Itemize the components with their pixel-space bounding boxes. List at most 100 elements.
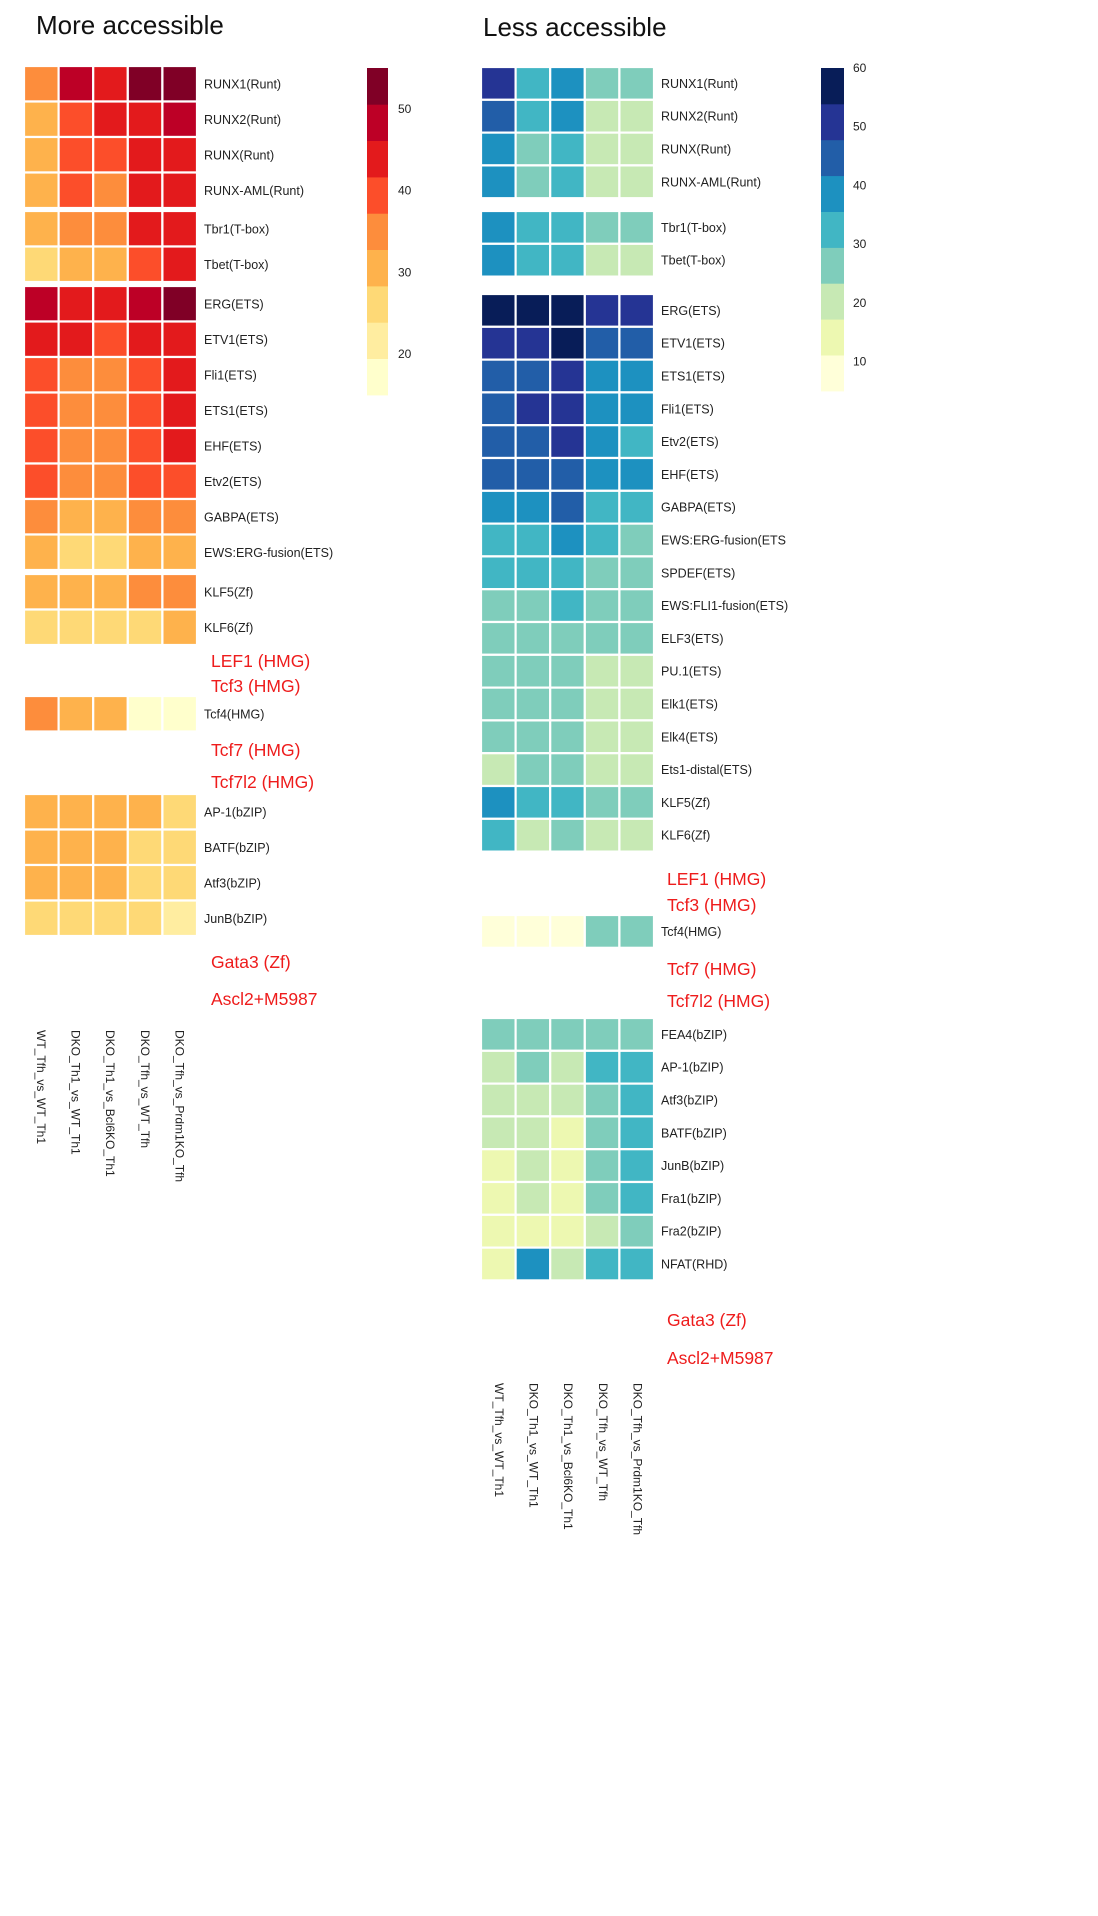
heatmap-cell: [22, 694, 60, 733]
heatmap-cell: [583, 752, 621, 788]
heatmap-cell: [583, 1180, 621, 1216]
heatmap-cell: [583, 588, 621, 624]
heatmap-cell: [479, 784, 517, 820]
heatmap-cell: [479, 555, 517, 591]
heatmap-cell: [514, 653, 552, 689]
row-label: RUNX(Runt): [661, 143, 731, 157]
heatmap-cell: [549, 325, 586, 361]
heatmap-cell: [161, 863, 199, 902]
heatmap-cell: [549, 209, 586, 245]
heatmap-cell: [22, 533, 60, 572]
heatmap-cell: [161, 171, 199, 210]
heatmap-cell: [161, 245, 199, 284]
heatmap-cell: [479, 209, 517, 245]
row-label: EWS:FLI1-fusion(ETS): [661, 599, 788, 613]
heatmap-cell: [583, 555, 621, 591]
heatmap-cell: [126, 863, 164, 902]
heatmap-cell: [92, 608, 129, 647]
heatmap-cell: [57, 863, 95, 902]
row-label: EHF(ETS): [204, 439, 262, 453]
heatmap-cell: [514, 752, 552, 788]
heatmap-cell: [549, 686, 586, 722]
heatmap-cell: [583, 292, 621, 328]
heatmap-cell: [583, 164, 621, 200]
heatmap-cell: [549, 752, 586, 788]
row-label: RUNX1(Runt): [204, 77, 281, 91]
heatmap-cell: [22, 100, 60, 139]
heatmap-cell: [549, 719, 586, 755]
heatmap-cell: [583, 325, 621, 361]
heatmap-cell: [161, 828, 199, 867]
heatmap-cell: [57, 828, 95, 867]
heatmap-more-accessible: RUNX1(Runt) RUNX2(Runt) RUNX(Runt) RUNX-AML…: [22, 64, 333, 1182]
heatmap-cell: [549, 620, 586, 656]
heatmap-cell: [126, 100, 164, 139]
colorbar-segment: [821, 103, 844, 141]
row-label: AP-1(bZIP): [204, 805, 267, 819]
heatmap-cell: [479, 1148, 517, 1184]
heatmap-cell: [479, 456, 517, 492]
heatmap-cell: [126, 792, 164, 831]
missing-motif-note: Ascl2+M5987: [667, 1348, 774, 1368]
heatmap-cell: [92, 245, 129, 284]
heatmap-cell: [514, 1082, 552, 1118]
row-label: RUNX-AML(Runt): [204, 184, 304, 198]
row-label: Etv2(ETS): [204, 475, 262, 489]
heatmap-cell: [22, 462, 60, 501]
heatmap-cell: [549, 653, 586, 689]
heatmap-cell: [549, 588, 586, 624]
heatmap-cell: [549, 784, 586, 820]
heatmap-cell: [57, 533, 95, 572]
heatmap-cell: [618, 65, 656, 101]
heatmap-cell: [57, 694, 95, 733]
colorbar-segment: [821, 319, 844, 356]
heatmap-cell: [618, 1213, 656, 1249]
colorbar-tick-label: 40: [398, 184, 412, 198]
heatmap-cell: [514, 358, 552, 394]
heatmap-cell: [57, 792, 95, 831]
heatmap-cell: [583, 489, 621, 525]
colorbar-segment: [821, 68, 844, 105]
heatmap-cell: [618, 489, 656, 525]
missing-motif-note: Ascl2+M5987: [211, 989, 318, 1009]
heatmap-cell: [514, 555, 552, 591]
heatmap-cell: [618, 456, 656, 492]
colorbar-segment: [821, 247, 844, 284]
heatmap-cell: [583, 242, 621, 278]
heatmap-cell: [57, 899, 95, 938]
heatmap-cell: [22, 355, 60, 394]
column-label: DKO_Th1_vs_Bcl6KO_Th1: [561, 1383, 575, 1530]
heatmap-cell: [22, 792, 60, 831]
heatmap-cell: [618, 522, 656, 558]
row-label: Atf3(bZIP): [204, 876, 261, 890]
heatmap-cell: [161, 462, 199, 501]
row-label: ETV1(ETS): [661, 337, 725, 351]
panel-title-less-accessible: Less accessible: [483, 12, 667, 42]
colorbar-segment: [821, 283, 844, 320]
heatmap-cell: [126, 533, 164, 572]
heatmap-cell: [161, 497, 199, 536]
heatmap-cell: [514, 686, 552, 722]
heatmap-cell: [161, 792, 199, 831]
row-label: EWS:ERG-fusion(ETS): [204, 546, 333, 560]
heatmap-cell: [549, 1016, 586, 1052]
heatmap-cell: [514, 456, 552, 492]
heatmap-cell: [479, 1180, 517, 1216]
row-label: Tbet(T-box): [204, 258, 269, 272]
column-label: WT_Tfh_vs_WT_Th1: [34, 1030, 48, 1144]
heatmap-cell: [479, 620, 517, 656]
row-label: ETS1(ETS): [661, 370, 725, 384]
heatmap-cell: [126, 462, 164, 501]
heatmap-cell: [583, 1246, 621, 1282]
heatmap-cell: [126, 694, 164, 733]
row-label: BATF(bZIP): [204, 841, 270, 855]
heatmap-cell: [583, 817, 621, 853]
heatmap-cell: [618, 1180, 656, 1216]
heatmap-cell: [618, 653, 656, 689]
column-label: DKO_Th1_vs_WT_Th1: [69, 1030, 83, 1155]
row-label: RUNX2(Runt): [204, 113, 281, 127]
heatmap-cell: [549, 292, 586, 328]
row-label: GABPA(ETS): [204, 510, 279, 524]
heatmap-cell: [126, 828, 164, 867]
heatmap-cell: [549, 98, 586, 134]
